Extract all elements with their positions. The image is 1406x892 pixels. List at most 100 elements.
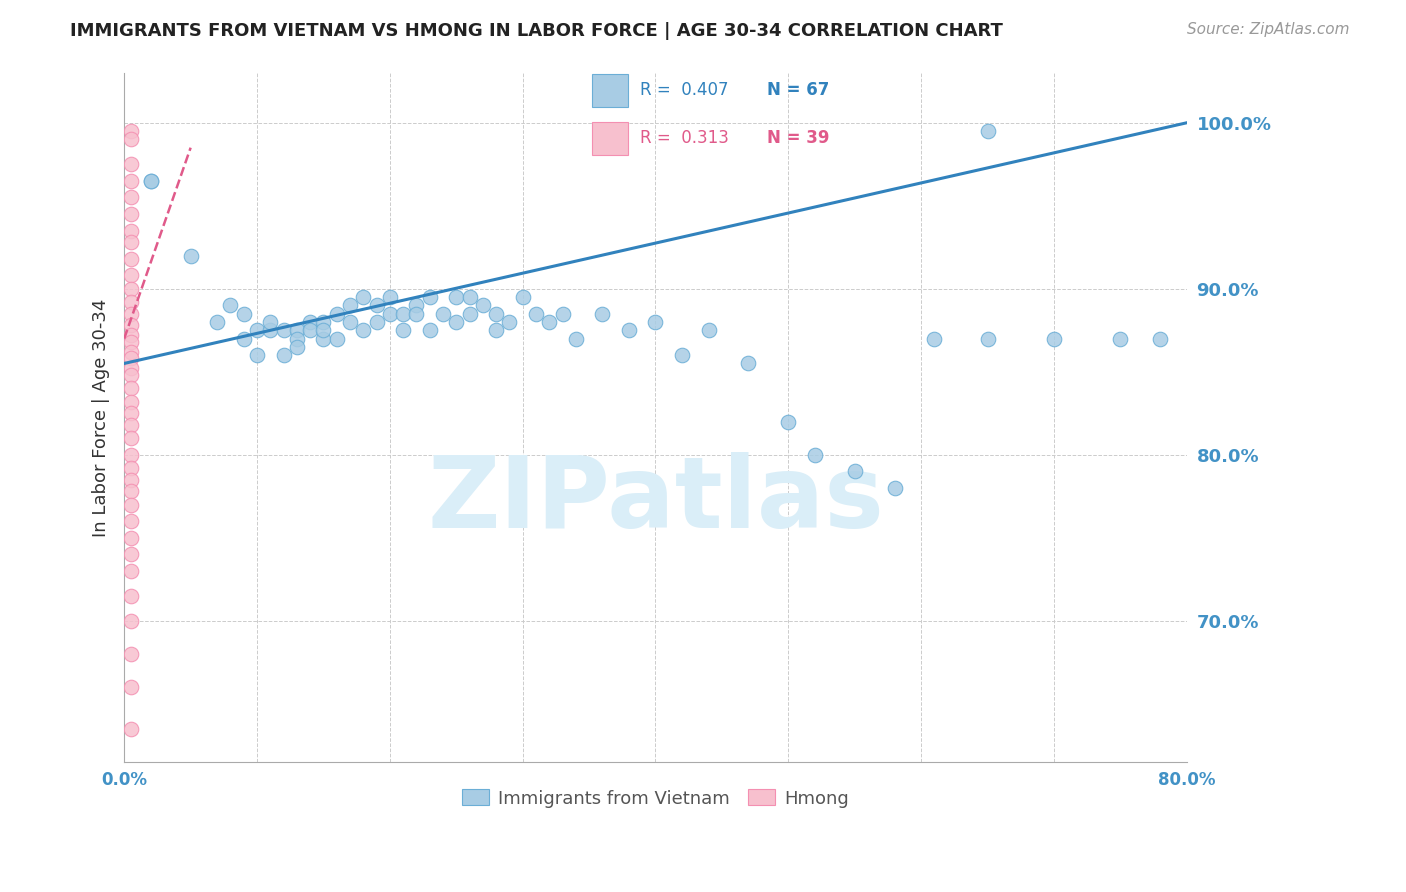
Point (120, 351, 142, 366)
Point (120, 647, 142, 661)
Text: N = 39: N = 39 (766, 129, 830, 147)
Point (352, 323, 374, 337)
Point (120, 381, 142, 395)
Point (120, 368, 142, 382)
Point (352, 290, 374, 304)
Point (299, 323, 322, 337)
Point (120, 252, 142, 266)
Point (924, 332, 946, 346)
Text: ZIPatlas: ZIPatlas (427, 451, 884, 549)
Point (617, 323, 640, 337)
Point (976, 124, 998, 138)
Point (366, 298, 388, 312)
Point (1043, 332, 1066, 346)
Point (120, 531, 142, 545)
Y-axis label: In Labor Force | Age 30-34: In Labor Force | Age 30-34 (93, 298, 110, 537)
Legend: Immigrants from Vietnam, Hmong: Immigrants from Vietnam, Hmong (456, 782, 856, 814)
Point (804, 448, 827, 462)
Point (538, 315, 561, 329)
Point (339, 315, 361, 329)
Point (259, 315, 281, 329)
Point (419, 323, 441, 337)
Point (120, 431, 142, 445)
Point (471, 298, 494, 312)
Point (273, 348, 295, 362)
Point (120, 207, 142, 221)
Point (432, 307, 454, 321)
Point (485, 323, 508, 337)
Point (458, 290, 481, 304)
Point (273, 323, 295, 337)
Point (120, 344, 142, 359)
Point (120, 334, 142, 349)
Point (120, 295, 142, 310)
Point (671, 348, 693, 362)
Point (565, 332, 588, 346)
Point (120, 498, 142, 512)
Point (405, 307, 427, 321)
Text: R =  0.407: R = 0.407 (640, 81, 728, 99)
Text: R =  0.313: R = 0.313 (640, 129, 728, 147)
Point (139, 174, 162, 188)
Point (312, 315, 335, 329)
Point (512, 290, 534, 304)
Point (644, 315, 666, 329)
Point (120, 174, 142, 188)
Point (120, 268, 142, 283)
Point (366, 315, 388, 329)
Point (524, 307, 547, 321)
Text: Source: ZipAtlas.com: Source: ZipAtlas.com (1187, 22, 1350, 37)
Point (458, 307, 481, 321)
Point (232, 332, 254, 346)
Point (120, 417, 142, 432)
Point (120, 614, 142, 628)
Point (1149, 332, 1171, 346)
Point (120, 406, 142, 420)
Point (120, 124, 142, 138)
Point (120, 190, 142, 204)
Point (485, 307, 508, 321)
Point (446, 290, 468, 304)
Point (325, 307, 347, 321)
Point (120, 448, 142, 462)
Point (120, 473, 142, 487)
Point (120, 461, 142, 475)
Point (392, 323, 415, 337)
Point (405, 298, 427, 312)
Point (139, 174, 162, 188)
Text: N = 67: N = 67 (766, 81, 830, 99)
Point (232, 307, 254, 321)
Point (120, 394, 142, 409)
Point (246, 348, 269, 362)
Point (120, 224, 142, 238)
Point (259, 323, 281, 337)
Point (844, 464, 866, 478)
Point (339, 298, 361, 312)
Point (120, 307, 142, 321)
Point (120, 328, 142, 343)
Point (120, 484, 142, 499)
Point (1109, 332, 1132, 346)
Point (325, 332, 347, 346)
Point (120, 722, 142, 736)
Point (883, 481, 905, 495)
Point (120, 157, 142, 171)
Point (285, 323, 308, 337)
Point (551, 307, 574, 321)
Point (120, 564, 142, 578)
Point (312, 332, 335, 346)
Point (419, 290, 441, 304)
Point (446, 315, 468, 329)
Point (737, 356, 759, 370)
Point (120, 235, 142, 250)
Point (120, 547, 142, 561)
Point (591, 307, 613, 321)
Point (120, 361, 142, 376)
Point (299, 315, 322, 329)
Point (285, 340, 308, 354)
Point (378, 290, 401, 304)
Point (120, 589, 142, 603)
FancyBboxPatch shape (592, 122, 627, 155)
Point (778, 415, 800, 429)
Point (285, 332, 308, 346)
